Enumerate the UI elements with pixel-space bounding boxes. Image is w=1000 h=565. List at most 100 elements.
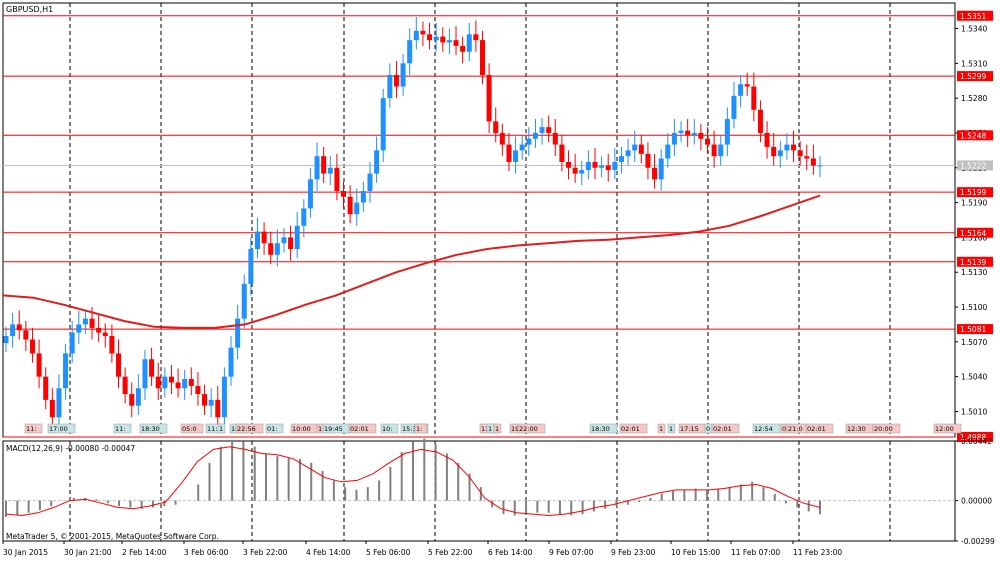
candle-body[interactable]	[314, 156, 320, 180]
candle-body[interactable]	[744, 84, 750, 87]
event-marker-bg[interactable]	[139, 423, 168, 434]
candle-body[interactable]	[691, 132, 697, 136]
candle-body[interactable]	[149, 359, 155, 377]
candle-body[interactable]	[499, 132, 505, 145]
candle-body[interactable]	[625, 150, 631, 157]
candle-body[interactable]	[638, 144, 644, 154]
candle-body[interactable]	[804, 156, 810, 159]
candle-body[interactable]	[235, 318, 241, 348]
candle-body[interactable]	[791, 144, 797, 151]
candle-body[interactable]	[261, 231, 267, 244]
candle-body[interactable]	[612, 161, 618, 171]
candle-body[interactable]	[473, 34, 479, 41]
event-marker-bg[interactable]	[517, 423, 546, 434]
candle-body[interactable]	[142, 359, 148, 389]
candle-body[interactable]	[559, 144, 565, 162]
candle-body[interactable]	[354, 202, 360, 215]
candle-body[interactable]	[698, 132, 704, 139]
candle-body[interactable]	[341, 190, 347, 197]
candle-body[interactable]	[479, 40, 485, 75]
event-marker-bg[interactable]	[933, 423, 962, 434]
event-marker-bg[interactable]	[400, 423, 429, 434]
candle-body[interactable]	[63, 353, 69, 389]
candle-body[interactable]	[704, 138, 710, 145]
candle-body[interactable]	[407, 40, 413, 64]
candle-body[interactable]	[724, 119, 730, 145]
candle-body[interactable]	[810, 158, 816, 166]
candle-body[interactable]	[400, 63, 406, 87]
candle-body[interactable]	[658, 158, 664, 180]
candle-body[interactable]	[460, 45, 466, 52]
candle-body[interactable]	[453, 40, 459, 46]
candle-body[interactable]	[777, 150, 783, 157]
candle-body[interactable]	[10, 324, 16, 337]
event-marker-bg[interactable]	[217, 423, 226, 434]
event-marker-bg[interactable]	[113, 423, 132, 434]
candle-body[interactable]	[784, 144, 790, 151]
candle-body[interactable]	[718, 144, 724, 157]
candle-body[interactable]	[288, 237, 294, 250]
candle-body[interactable]	[671, 132, 677, 145]
candle-body[interactable]	[89, 318, 95, 328]
candle-body[interactable]	[301, 208, 307, 226]
candle-body[interactable]	[579, 170, 585, 174]
candle-body[interactable]	[241, 283, 247, 319]
event-marker-bg[interactable]	[493, 423, 502, 434]
candle-body[interactable]	[334, 167, 340, 191]
candle-body[interactable]	[440, 36, 446, 43]
candle-body[interactable]	[268, 243, 274, 255]
candle-body[interactable]	[539, 127, 545, 133]
candle-body[interactable]	[122, 376, 128, 395]
candle-body[interactable]	[43, 376, 49, 400]
candle-body[interactable]	[321, 156, 327, 174]
candle-body[interactable]	[532, 132, 538, 139]
candle-body[interactable]	[599, 165, 605, 168]
candle-body[interactable]	[738, 84, 744, 96]
candle-body[interactable]	[685, 130, 691, 136]
candle-body[interactable]	[380, 98, 386, 151]
candle-body[interactable]	[513, 150, 519, 162]
candle-body[interactable]	[566, 161, 572, 168]
candle-body[interactable]	[248, 249, 254, 284]
candle-body[interactable]	[294, 225, 300, 250]
candle-body[interactable]	[771, 146, 777, 157]
event-marker-bg[interactable]	[657, 423, 666, 434]
candle-body[interactable]	[135, 388, 141, 406]
event-marker-bg[interactable]	[265, 423, 284, 434]
candle-body[interactable]	[817, 165, 823, 167]
event-marker-bg[interactable]	[24, 423, 43, 434]
candle-body[interactable]	[374, 150, 380, 174]
event-marker-bg[interactable]	[805, 423, 834, 434]
candle-body[interactable]	[645, 153, 651, 168]
candle-body[interactable]	[731, 95, 737, 120]
candle-body[interactable]	[546, 127, 552, 133]
candle-body[interactable]	[16, 324, 22, 331]
candle-body[interactable]	[208, 399, 214, 406]
candle-body[interactable]	[182, 378, 188, 389]
candle-body[interactable]	[188, 378, 194, 386]
candle-body[interactable]	[155, 376, 161, 389]
candle-body[interactable]	[116, 353, 122, 377]
candle-body[interactable]	[519, 144, 525, 151]
candle-body[interactable]	[76, 324, 82, 333]
candle-body[interactable]	[129, 394, 135, 406]
candle-body[interactable]	[420, 30, 426, 35]
candle-body[interactable]	[466, 34, 472, 52]
event-marker-bg[interactable]	[667, 423, 676, 434]
candle-body[interactable]	[56, 388, 62, 418]
candle-body[interactable]	[367, 173, 373, 191]
candle-body[interactable]	[605, 165, 611, 171]
event-marker-bg[interactable]	[348, 423, 377, 434]
candle-body[interactable]	[797, 150, 803, 157]
candle-body[interactable]	[82, 318, 88, 325]
event-marker-bg[interactable]	[872, 423, 901, 434]
candle-body[interactable]	[327, 167, 333, 174]
candle-body[interactable]	[215, 399, 221, 418]
candle-body[interactable]	[592, 161, 598, 168]
candle-body[interactable]	[493, 121, 499, 133]
candle-body[interactable]	[347, 196, 353, 215]
candle-body[interactable]	[711, 144, 717, 157]
candle-body[interactable]	[29, 339, 35, 354]
